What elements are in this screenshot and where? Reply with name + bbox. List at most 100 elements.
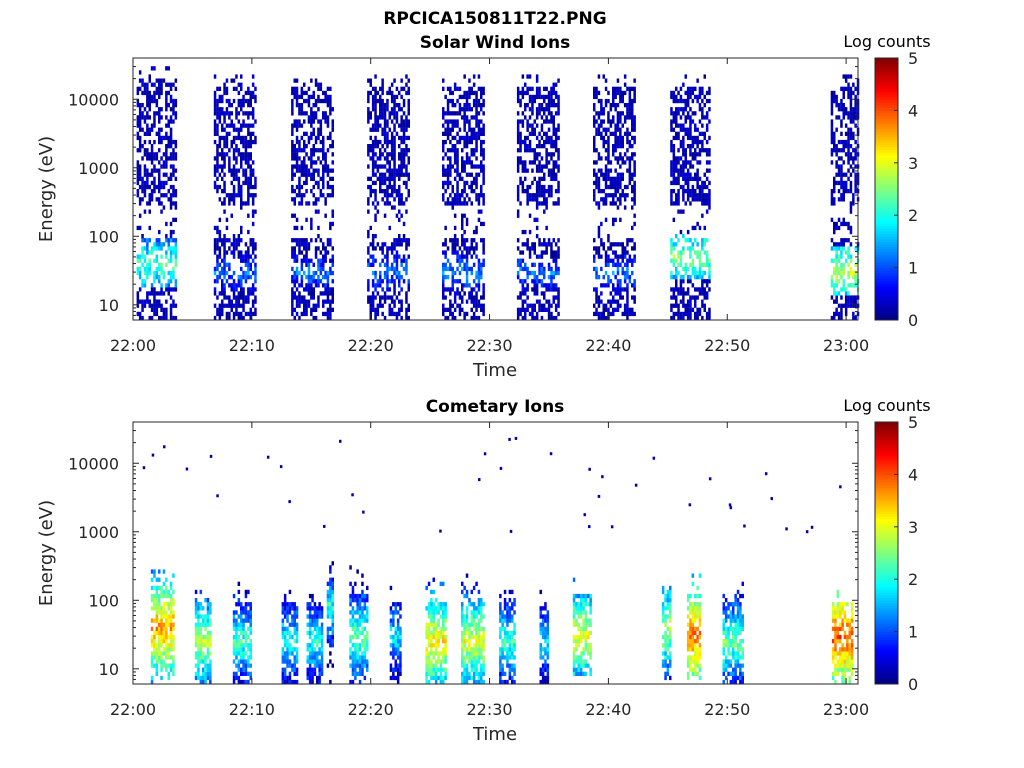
heatmap-cell [244, 242, 248, 247]
heatmap-cell [221, 164, 224, 169]
heatmap-cell [216, 242, 219, 247]
heatmap-cell [602, 242, 605, 247]
heatmap-cell [326, 94, 330, 100]
heatmap-cell [547, 184, 551, 190]
heatmap-cell [524, 242, 527, 247]
heatmap-cell [535, 193, 539, 198]
heatmap-cell [221, 123, 224, 128]
heatmap-cell [141, 197, 144, 202]
heatmap-cell [444, 94, 447, 100]
colorbar-segment [875, 173, 898, 177]
heatmap-cell [703, 201, 706, 206]
heatmap-cell [475, 139, 478, 145]
heatmap-cell [531, 94, 534, 100]
heatmap-cell [619, 86, 622, 91]
heatmap-cell [703, 115, 706, 120]
heatmap-cell [516, 156, 520, 161]
heatmap-cell [146, 152, 149, 157]
heatmap-cell [162, 651, 166, 656]
heatmap-cell [150, 593, 154, 599]
heatmap-cell [388, 152, 391, 157]
heatmap-cell [376, 201, 380, 206]
heatmap-cell [533, 287, 536, 292]
heatmap-cell [442, 291, 445, 296]
heatmap-cell [519, 156, 522, 161]
heatmap-cell [232, 238, 236, 243]
heatmap-cell [535, 217, 539, 222]
heatmap-cell [165, 614, 168, 619]
heatmap-cell [240, 610, 243, 615]
heatmap-cell [381, 103, 384, 108]
heatmap-cell [597, 295, 601, 300]
heatmap-cell [633, 279, 636, 284]
heatmap-cell [240, 250, 243, 255]
heatmap-cell [228, 131, 231, 136]
heatmap-cell [516, 262, 520, 267]
heatmap-cell [694, 315, 697, 321]
heatmap-cell [444, 168, 447, 173]
heatmap-cell [148, 94, 151, 100]
heatmap-cell [367, 107, 370, 112]
heatmap-cell [535, 254, 539, 259]
heatmap-cell [442, 266, 445, 272]
heatmap-cell [684, 270, 687, 276]
heatmap-cell [833, 135, 836, 141]
heatmap-cell [449, 291, 452, 296]
heatmap-cell [482, 250, 485, 255]
heatmap-cell [167, 135, 170, 141]
heatmap-cell [221, 94, 224, 100]
heatmap-cell [597, 299, 601, 304]
heatmap-cell [689, 176, 692, 181]
heatmap-cell [199, 614, 203, 619]
heatmap-cell [682, 164, 685, 169]
heatmap-cell [169, 119, 173, 124]
heatmap-cell [595, 94, 598, 100]
heatmap-cell [300, 311, 304, 317]
heatmap-cell [531, 307, 534, 312]
heatmap-cell [405, 168, 408, 173]
heatmap-cell [614, 299, 617, 304]
heatmap-cell [235, 651, 238, 656]
heatmap-cell [228, 98, 231, 104]
heatmap-cell [631, 246, 634, 251]
heatmap-cell [465, 283, 469, 288]
heatmap-cell [463, 262, 466, 267]
heatmap-cell [388, 111, 391, 116]
heatmap-cell [143, 172, 147, 177]
heatmap-cell [694, 123, 697, 128]
heatmap-cell [298, 168, 301, 173]
heatmap-cell [305, 189, 308, 194]
heatmap-cell [550, 90, 553, 96]
heatmap-cell [547, 98, 551, 104]
heatmap-cell [174, 205, 178, 210]
heatmap-cell [456, 168, 459, 173]
heatmap-cell [240, 197, 243, 202]
heatmap-cell [172, 663, 175, 668]
heatmap-cell [169, 135, 173, 141]
heatmap-cell [628, 275, 632, 280]
heatmap-cell [153, 573, 156, 578]
heatmap-cell [554, 295, 558, 300]
heatmap-cell [623, 250, 627, 255]
heatmap-cell [670, 270, 673, 276]
heatmap-cell [369, 303, 372, 308]
heatmap-cell [612, 250, 615, 255]
heatmap-cell [213, 94, 217, 100]
heatmap-cell [369, 254, 372, 259]
heatmap-cell [705, 254, 709, 259]
heatmap-cell [847, 131, 850, 136]
heatmap-cell [679, 156, 683, 161]
heatmap-cell [162, 634, 166, 640]
heatmap-cell [672, 287, 676, 292]
heatmap-cell [247, 311, 250, 317]
heatmap-cell [619, 217, 622, 222]
heatmap-cell [698, 270, 702, 276]
heatmap-cell [317, 258, 320, 263]
heatmap-cell [830, 127, 834, 132]
heatmap-cell [247, 86, 250, 91]
heatmap-cell [240, 189, 243, 194]
heatmap-cell [526, 144, 529, 149]
heatmap-cell [830, 152, 834, 157]
heatmap-cell [600, 131, 603, 136]
heatmap-cell [398, 209, 401, 214]
